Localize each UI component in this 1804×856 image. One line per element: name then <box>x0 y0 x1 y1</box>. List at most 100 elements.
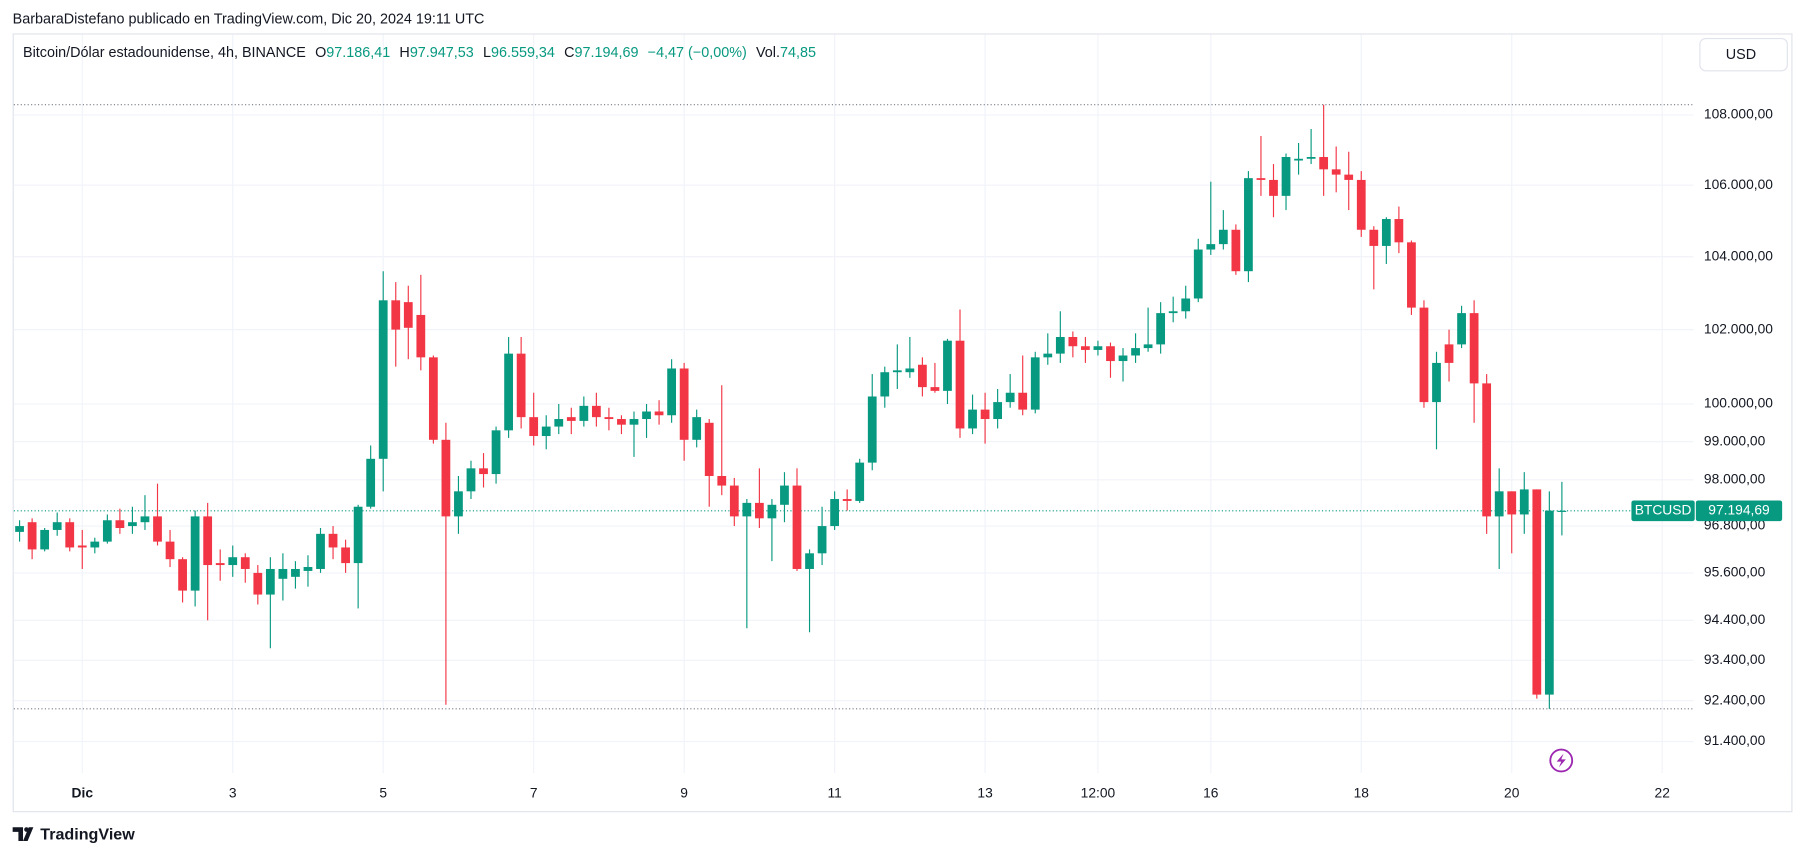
y-tick-label: 106.000,00 <box>1704 177 1773 192</box>
y-tick-label: 102.000,00 <box>1704 321 1773 336</box>
candle-body <box>341 547 350 564</box>
candle-body <box>1432 362 1441 403</box>
candle-body <box>1306 157 1316 159</box>
price-tag-text: 97.194,69 <box>1708 502 1770 517</box>
candle-body <box>1444 344 1454 363</box>
candle-body <box>190 516 200 591</box>
symbol-tag <box>1631 500 1695 522</box>
candle-body <box>767 504 777 519</box>
high-value: 97.947,53 <box>410 45 474 61</box>
y-tick-label: 94.400,00 <box>1704 612 1766 627</box>
candle-body <box>892 370 902 373</box>
candle-body <box>867 396 877 463</box>
x-tick-label: 11 <box>827 786 841 801</box>
candle-body <box>805 553 814 569</box>
candle-body <box>629 419 639 425</box>
currency-button[interactable] <box>1699 37 1788 72</box>
candles <box>15 104 1567 709</box>
logo-text: TradingView <box>40 826 135 844</box>
candle-body <box>591 405 601 418</box>
x-tick-label: 13 <box>977 786 993 801</box>
candle-body <box>378 300 388 459</box>
candle-body <box>165 541 175 560</box>
candle-body <box>918 364 927 388</box>
candle-body <box>1294 158 1303 161</box>
candle-body <box>780 485 789 505</box>
candle-body <box>1106 346 1115 362</box>
candle-body <box>943 340 952 391</box>
x-tick-label: 3 <box>229 786 237 801</box>
candle-body <box>228 557 238 566</box>
candle-body <box>416 314 426 358</box>
x-tick-label: 20 <box>1504 786 1520 801</box>
close-value: 97.194,69 <box>575 45 639 61</box>
y-tick-label: 95.600,00 <box>1704 565 1766 580</box>
candle-body <box>253 572 263 595</box>
candle-body <box>1043 353 1053 358</box>
candle-body <box>203 516 213 566</box>
candle-body <box>742 502 752 517</box>
candle-body <box>102 520 112 542</box>
candle-body <box>479 468 488 475</box>
candle-body <box>729 485 739 517</box>
candle-body <box>366 458 376 507</box>
price-tag <box>1695 500 1783 522</box>
candle-body <box>403 302 413 328</box>
candle-body <box>128 522 137 527</box>
candle-body <box>153 516 162 542</box>
candle-body <box>1055 337 1065 354</box>
candle-body <box>115 520 125 529</box>
candle-body <box>842 499 852 501</box>
high-label: H <box>399 45 409 61</box>
candle-body <box>40 529 50 550</box>
symbol: Bitcoin/Dólar estadounidense, 4h, BINANC… <box>23 45 306 61</box>
candle-body <box>554 419 564 427</box>
candle-body <box>1331 169 1341 175</box>
currency[interactable]: USD <box>1726 47 1756 63</box>
chart-frame <box>12 33 1793 813</box>
candle-body <box>1469 313 1479 384</box>
y-tick-label: 100.000,00 <box>1704 396 1773 411</box>
y-tick-label: 108.000,00 <box>1704 107 1773 122</box>
candle-body <box>1068 337 1078 347</box>
candle-body <box>1030 357 1040 410</box>
candle-body <box>1532 489 1542 695</box>
y-tick-label: 99.000,00 <box>1704 433 1766 448</box>
candle-body <box>717 475 727 486</box>
low-label: L <box>483 45 491 61</box>
candle-body <box>541 426 551 437</box>
close-label: C <box>564 45 574 61</box>
alert-icon[interactable] <box>1549 748 1574 773</box>
candle-body <box>1494 491 1504 517</box>
candle-body <box>215 563 225 566</box>
candle-body <box>491 430 501 475</box>
candle-body <box>466 468 476 492</box>
candle-body <box>855 462 865 501</box>
candle-body <box>15 526 24 532</box>
y-tick-label: 96.800,00 <box>1704 518 1766 533</box>
symbol-tag-text: BTCUSD <box>1635 502 1692 517</box>
candle-body <box>993 402 1003 420</box>
candle-body <box>754 502 764 519</box>
x-tick-label: Dic <box>72 786 94 801</box>
candle-body <box>1168 311 1178 314</box>
candle-body <box>1507 491 1517 515</box>
candle-body <box>968 409 977 429</box>
candle-body <box>291 568 300 577</box>
candle-body <box>617 419 626 425</box>
candle-body <box>880 372 890 397</box>
legend: Bitcoin/Dólar estadounidense, 4h, BINANC… <box>23 45 816 61</box>
candle-body <box>1419 307 1429 403</box>
candle-body <box>1369 229 1379 246</box>
candle-body <box>1519 489 1529 515</box>
candle-body <box>316 533 325 569</box>
x-tick-label: 18 <box>1354 786 1370 801</box>
candle-body <box>265 568 275 595</box>
candle-body <box>1218 229 1228 245</box>
candle-body <box>642 411 651 420</box>
x-tick-label: 7 <box>530 786 538 801</box>
candle-body <box>1206 244 1216 250</box>
candle-body <box>1143 344 1153 349</box>
